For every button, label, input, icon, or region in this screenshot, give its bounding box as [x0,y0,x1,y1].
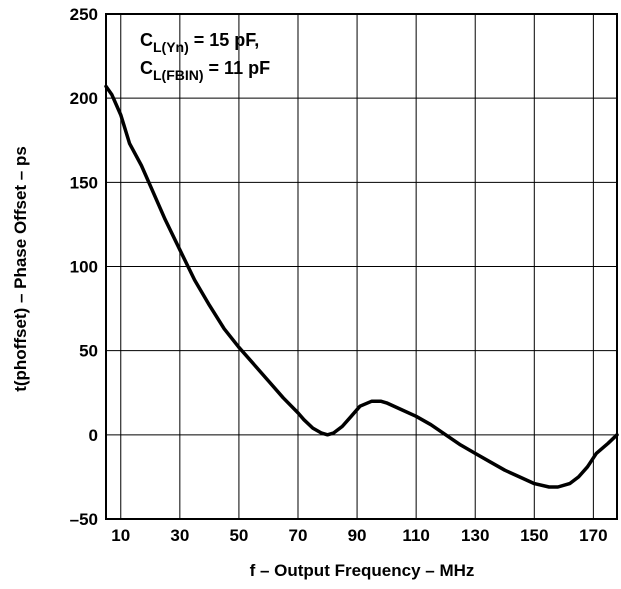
x-tick-label: 50 [229,526,248,545]
grid-lines [106,13,617,520]
x-tick-label: 30 [170,526,189,545]
plot-frame [105,13,618,520]
x-tick-label: 170 [579,526,607,545]
series-layer [104,84,619,489]
x-tick-label: 110 [402,526,429,545]
y-tick-label: 100 [70,258,98,277]
x-axis-title: f – Output Frequency – MHz [250,561,475,580]
y-axis-title: t(phoffset) – Phase Offset – ps [11,146,30,392]
x-tick-label: 10 [111,526,130,545]
x-tick-label: 150 [520,526,548,545]
x-tick-labels: 10 30 50 70 90 110 130 150 170 [111,526,607,545]
y-tick-label: –50 [70,510,98,529]
y-tick-label: 200 [70,89,98,108]
x-tick-label: 90 [348,526,367,545]
y-tick-label: 0 [89,426,98,445]
x-tick-label: 130 [461,526,489,545]
capacitance-annotation: CL(Yn) = 15 pF, CL(FBIN) = 11 pF [140,30,270,83]
x-tick-label: 70 [289,526,308,545]
y-tick-label: 150 [70,173,98,192]
annotation-line-1: CL(Yn) = 15 pF, [140,30,259,55]
y-tick-labels: –50 0 50 100 150 200 250 [70,5,98,529]
phase-offset-curve [104,84,619,489]
y-tick-label: 50 [79,342,98,361]
y-tick-label: 250 [70,5,98,24]
annotation-line-2: CL(FBIN) = 11 pF [140,58,270,83]
